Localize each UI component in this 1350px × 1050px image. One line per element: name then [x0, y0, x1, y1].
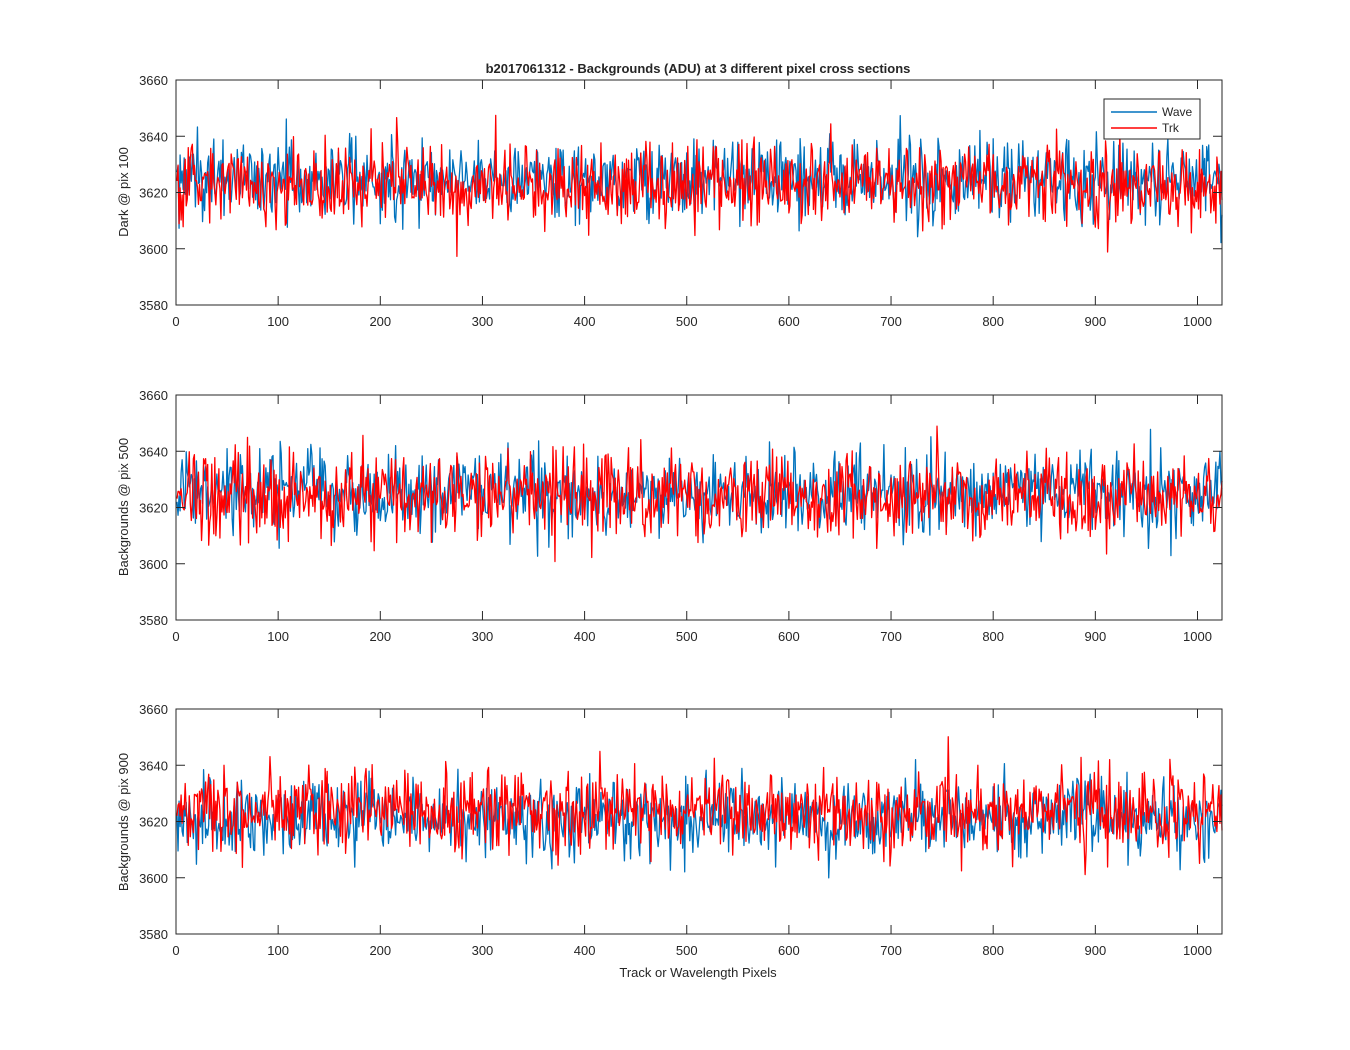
x-tick-label: 100 [267, 629, 289, 644]
x-tick-label: 1000 [1183, 314, 1212, 329]
chart-title: b2017061312 - Backgrounds (ADU) at 3 dif… [486, 61, 911, 76]
series-lines [176, 736, 1223, 879]
x-tick-label: 100 [267, 943, 289, 958]
x-tick-label: 1000 [1183, 629, 1212, 644]
x-tick-label: 500 [676, 629, 698, 644]
y-tick-label: 3620 [139, 501, 168, 516]
series-line-trk [176, 736, 1223, 876]
y-tick-label: 3580 [139, 298, 168, 313]
x-tick-label: 1000 [1183, 943, 1212, 958]
y-tick-label: 3600 [139, 242, 168, 257]
series-line-trk [176, 425, 1223, 563]
x-tick-label: 500 [676, 314, 698, 329]
x-tick-label: 0 [172, 314, 179, 329]
x-tick-label: 400 [574, 629, 596, 644]
y-tick-label: 3640 [139, 758, 168, 773]
axes: 0 100 200 300 400 500 600 700 800 900 1000 3580 3600… [139, 388, 1223, 644]
subplot-backgrounds-pix-900: Backgrounds @ pix 900 Track or Wavelengt… [116, 702, 1223, 980]
x-axis-label: Track or Wavelength Pixels [619, 965, 777, 980]
x-tick-label: 300 [472, 314, 494, 329]
y-tick-label: 3580 [139, 613, 168, 628]
x-tick-label: 900 [1084, 314, 1106, 329]
y-axis-label: Backgrounds @ pix 900 [116, 753, 131, 891]
x-tick-label: 700 [880, 629, 902, 644]
series-lines [176, 425, 1223, 563]
x-tick-label: 200 [369, 314, 391, 329]
x-tick-label: 900 [1084, 629, 1106, 644]
x-tick-label: 300 [472, 943, 494, 958]
axes: 0 100 200 300 400 500 600 700 800 900 1000 3580 3600… [139, 73, 1223, 329]
x-tick-label: 700 [880, 943, 902, 958]
y-tick-label: 3600 [139, 557, 168, 572]
legend-label-wave: Wave [1162, 105, 1193, 119]
y-tick-label: 3620 [139, 186, 168, 201]
x-tick-label: 500 [676, 943, 698, 958]
x-tick-label: 400 [574, 314, 596, 329]
x-tick-label: 0 [172, 629, 179, 644]
x-tick-label: 0 [172, 943, 179, 958]
subplot-backgrounds-pix-500: Backgrounds @ pix 500 0 100 200 300 400 500 60… [116, 388, 1223, 644]
series-line-trk [176, 114, 1223, 257]
y-axis-label: Backgrounds @ pix 500 [116, 438, 131, 576]
legend-box [1103, 98, 1201, 140]
subplot-dark-pix-100: b2017061312 - Backgrounds (ADU) at 3 dif… [116, 61, 1223, 329]
y-tick-label: 3660 [139, 73, 168, 88]
y-tick-label: 3660 [139, 388, 168, 403]
x-tick-label: 100 [267, 314, 289, 329]
y-tick-label: 3640 [139, 444, 168, 459]
y-axis-label: Dark @ pix 100 [116, 147, 131, 237]
y-tick-label: 3620 [139, 815, 168, 830]
legend-label-trk: Trk [1162, 121, 1180, 135]
x-tick-label: 400 [574, 943, 596, 958]
x-tick-label: 700 [880, 314, 902, 329]
x-tick-label: 200 [369, 943, 391, 958]
x-tick-label: 800 [982, 314, 1004, 329]
y-tick-label: 3600 [139, 871, 168, 886]
x-tick-label: 600 [778, 314, 800, 329]
x-tick-label: 800 [982, 629, 1004, 644]
x-tick-label: 900 [1084, 943, 1106, 958]
y-tick-label: 3640 [139, 129, 168, 144]
legend: Wave Trk [1103, 98, 1201, 140]
y-tick-label: 3660 [139, 702, 168, 717]
axes: 0 100 200 300 400 500 600 700 800 900 1000 3580 3600… [139, 702, 1223, 958]
x-tick-label: 600 [778, 629, 800, 644]
series-lines [176, 114, 1223, 257]
x-tick-label: 800 [982, 943, 1004, 958]
x-tick-label: 200 [369, 629, 391, 644]
x-tick-label: 300 [472, 629, 494, 644]
y-tick-label: 3580 [139, 927, 168, 942]
x-tick-label: 600 [778, 943, 800, 958]
